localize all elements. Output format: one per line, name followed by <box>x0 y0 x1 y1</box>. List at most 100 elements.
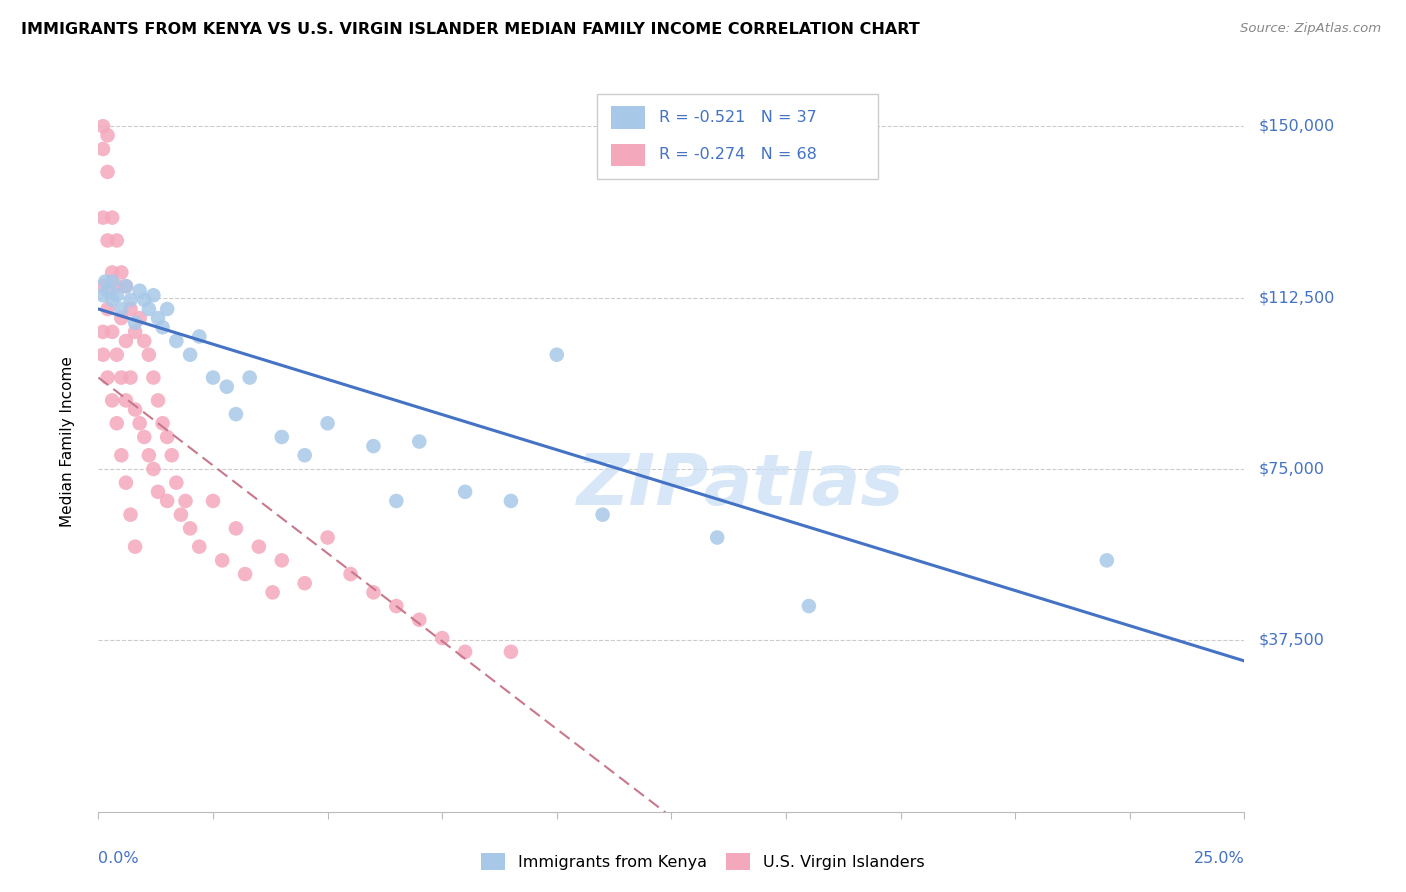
Point <box>120 508 142 522</box>
Point <box>97 370 120 384</box>
Point <box>1095 553 1118 567</box>
Point <box>499 645 522 659</box>
Point <box>115 334 138 348</box>
Point <box>499 494 522 508</box>
Point <box>101 275 124 289</box>
Point <box>211 553 233 567</box>
Point <box>120 370 142 384</box>
Point <box>706 531 728 545</box>
Point <box>91 142 114 156</box>
Point <box>797 599 820 613</box>
Text: R = -0.274   N = 68: R = -0.274 N = 68 <box>659 147 817 162</box>
Point <box>115 393 138 408</box>
Point <box>294 576 316 591</box>
Text: Source: ZipAtlas.com: Source: ZipAtlas.com <box>1240 22 1381 36</box>
Point <box>188 329 211 343</box>
Point <box>138 301 160 316</box>
Point <box>134 430 156 444</box>
Point <box>101 265 124 279</box>
Point <box>225 521 247 535</box>
Point <box>165 475 187 490</box>
Point <box>454 484 477 499</box>
Point <box>120 301 142 316</box>
Point <box>142 462 165 476</box>
Point <box>91 211 114 225</box>
Y-axis label: Median Family Income: Median Family Income <box>60 356 75 527</box>
Point <box>110 370 132 384</box>
Point <box>316 417 339 431</box>
Point <box>546 348 568 362</box>
Point <box>97 165 120 179</box>
Point <box>97 284 120 298</box>
Text: $37,500: $37,500 <box>1258 632 1324 648</box>
Point <box>270 430 292 444</box>
Point <box>91 279 114 293</box>
Point <box>105 417 128 431</box>
Point <box>134 293 156 307</box>
Point <box>179 348 201 362</box>
Point <box>101 211 124 225</box>
Point <box>105 234 128 248</box>
Point <box>165 334 187 348</box>
Point <box>101 293 124 307</box>
Point <box>115 279 138 293</box>
Point <box>156 494 179 508</box>
Point <box>138 448 160 462</box>
Point <box>120 293 142 307</box>
Point <box>385 494 408 508</box>
Point <box>110 448 132 462</box>
Point <box>339 567 361 582</box>
Point <box>146 393 169 408</box>
Point <box>105 288 128 302</box>
Point <box>97 301 120 316</box>
Text: R = -0.521   N = 37: R = -0.521 N = 37 <box>659 110 817 125</box>
FancyBboxPatch shape <box>610 106 645 128</box>
Point <box>101 325 124 339</box>
Point <box>91 348 114 362</box>
Point <box>239 370 262 384</box>
Point <box>124 325 146 339</box>
Point <box>146 484 169 499</box>
Point <box>385 599 408 613</box>
Point <box>152 417 174 431</box>
Point <box>363 585 385 599</box>
Text: IMMIGRANTS FROM KENYA VS U.S. VIRGIN ISLANDER MEDIAN FAMILY INCOME CORRELATION C: IMMIGRANTS FROM KENYA VS U.S. VIRGIN ISL… <box>21 22 920 37</box>
Point <box>156 430 179 444</box>
Point <box>202 370 225 384</box>
Text: $112,500: $112,500 <box>1258 290 1334 305</box>
Point <box>179 521 201 535</box>
Point <box>247 540 270 554</box>
Point <box>124 402 146 417</box>
Point <box>97 128 120 143</box>
Point <box>160 448 183 462</box>
Point <box>138 348 160 362</box>
Point <box>174 494 197 508</box>
Point <box>105 348 128 362</box>
Point <box>94 275 117 289</box>
FancyBboxPatch shape <box>610 144 645 166</box>
Point <box>91 119 114 133</box>
Point <box>134 334 156 348</box>
Point <box>215 380 238 394</box>
Point <box>156 301 179 316</box>
Point <box>110 265 132 279</box>
Point <box>294 448 316 462</box>
Point <box>408 613 430 627</box>
Point <box>115 279 138 293</box>
Point <box>91 325 114 339</box>
Point <box>97 234 120 248</box>
Point <box>128 311 150 326</box>
Text: $75,000: $75,000 <box>1258 461 1324 476</box>
Point <box>430 631 453 645</box>
Text: 0.0%: 0.0% <box>98 851 139 865</box>
Point <box>110 301 132 316</box>
Point <box>202 494 225 508</box>
Point <box>408 434 430 449</box>
Point <box>363 439 385 453</box>
Point <box>233 567 256 582</box>
Point <box>592 508 614 522</box>
Point <box>152 320 174 334</box>
Point <box>142 288 165 302</box>
Point <box>115 475 138 490</box>
Point <box>128 284 150 298</box>
